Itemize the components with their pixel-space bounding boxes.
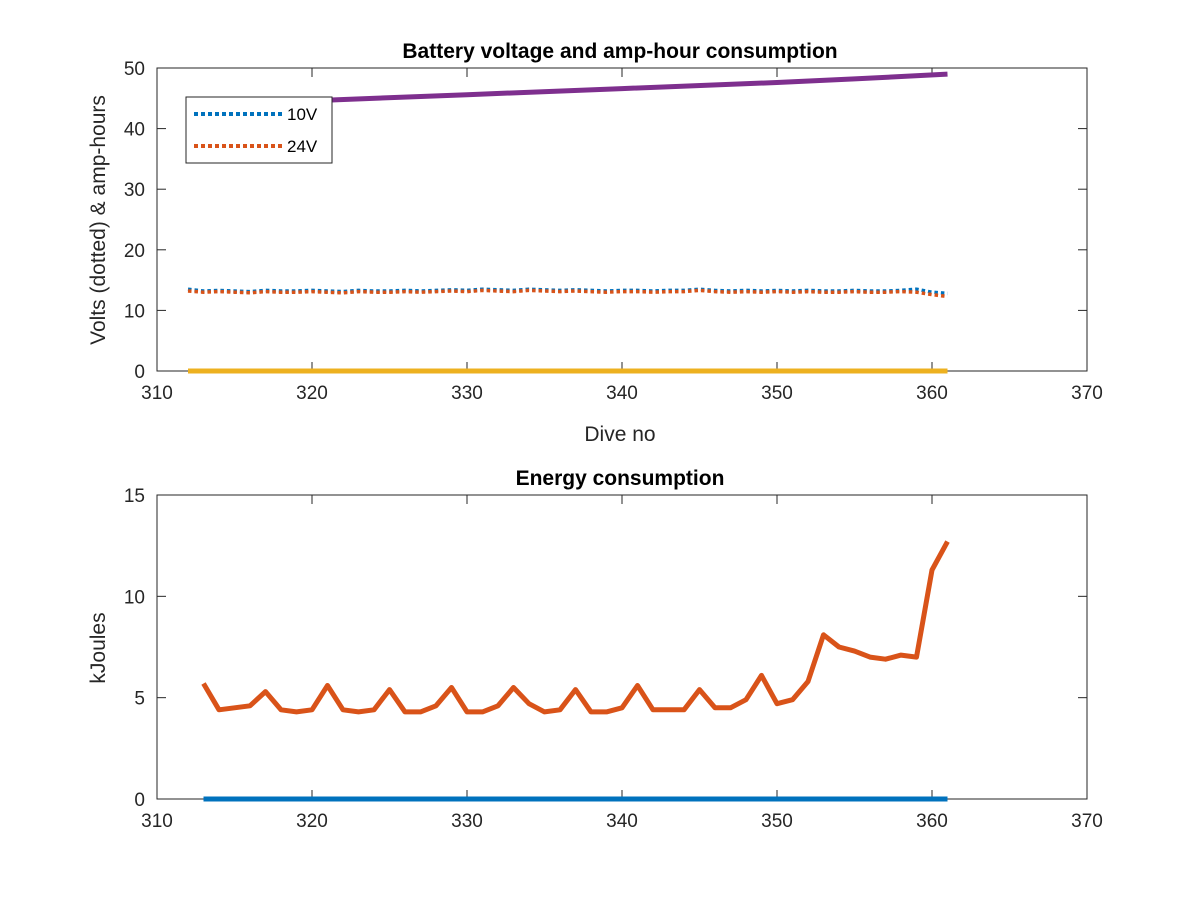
y-tick-label: 30 [124, 180, 145, 201]
energy-consumption-ylabel: kJoules [87, 612, 110, 683]
energy-consumption-title: Energy consumption [516, 467, 725, 490]
y-tick-label: 20 [124, 241, 145, 262]
legend-label-24v: 24V [287, 137, 318, 156]
x-tick-label: 370 [1071, 383, 1103, 404]
y-tick-label: 5 [134, 689, 145, 710]
x-tick-label: 350 [761, 811, 793, 832]
battery-voltage-axes: 310 320 330 340 350 360 370 0 10 20 30 40 50 Battery… [87, 40, 1103, 446]
x-tick-label: 360 [916, 811, 948, 832]
energy-consumption-series-group [201, 540, 950, 802]
y-tick-label: 10 [124, 587, 145, 608]
y-tick-label: 0 [134, 790, 145, 811]
battery-voltage-title: Battery voltage and amp-hour consumption [402, 40, 837, 63]
x-tick-label: 340 [606, 383, 638, 404]
y-tick-label: 15 [124, 486, 145, 507]
x-tick-label: 340 [606, 811, 638, 832]
x-tick-label: 320 [296, 383, 328, 404]
y-tick-label: 50 [124, 59, 145, 80]
energy-consumption-plot-area: 310 320 330 340 350 360 370 0 5 10 15 [124, 486, 1103, 832]
energy-consumption-axes: 310 320 330 340 350 360 370 0 5 10 15 Energy consu… [87, 467, 1103, 832]
energy-consumption-series-line-1 [201, 540, 950, 715]
y-tick-label: 40 [124, 120, 145, 141]
battery-voltage-legend: 10V 24V [185, 96, 333, 164]
battery-voltage-series-line-24v [187, 288, 948, 299]
battery-voltage-xlabel: Dive no [584, 423, 655, 446]
x-tick-label: 320 [296, 811, 328, 832]
y-tick-label: 0 [134, 362, 145, 383]
x-tick-label: 330 [451, 383, 483, 404]
battery-voltage-ylabel: Volts (dotted) & amp-hours [87, 95, 110, 345]
battery-voltage-plot-area: 310 320 330 340 350 360 370 0 10 20 30 40 50 [124, 59, 1103, 404]
legend-label-10v: 10V [287, 105, 318, 124]
y-tick-label: 10 [124, 301, 145, 322]
legend-box [185, 96, 333, 164]
x-tick-label: 310 [141, 383, 173, 404]
x-tick-label: 350 [761, 383, 793, 404]
x-tick-label: 310 [141, 811, 173, 832]
x-tick-label: 330 [451, 811, 483, 832]
x-tick-label: 370 [1071, 811, 1103, 832]
x-tick-label: 360 [916, 383, 948, 404]
